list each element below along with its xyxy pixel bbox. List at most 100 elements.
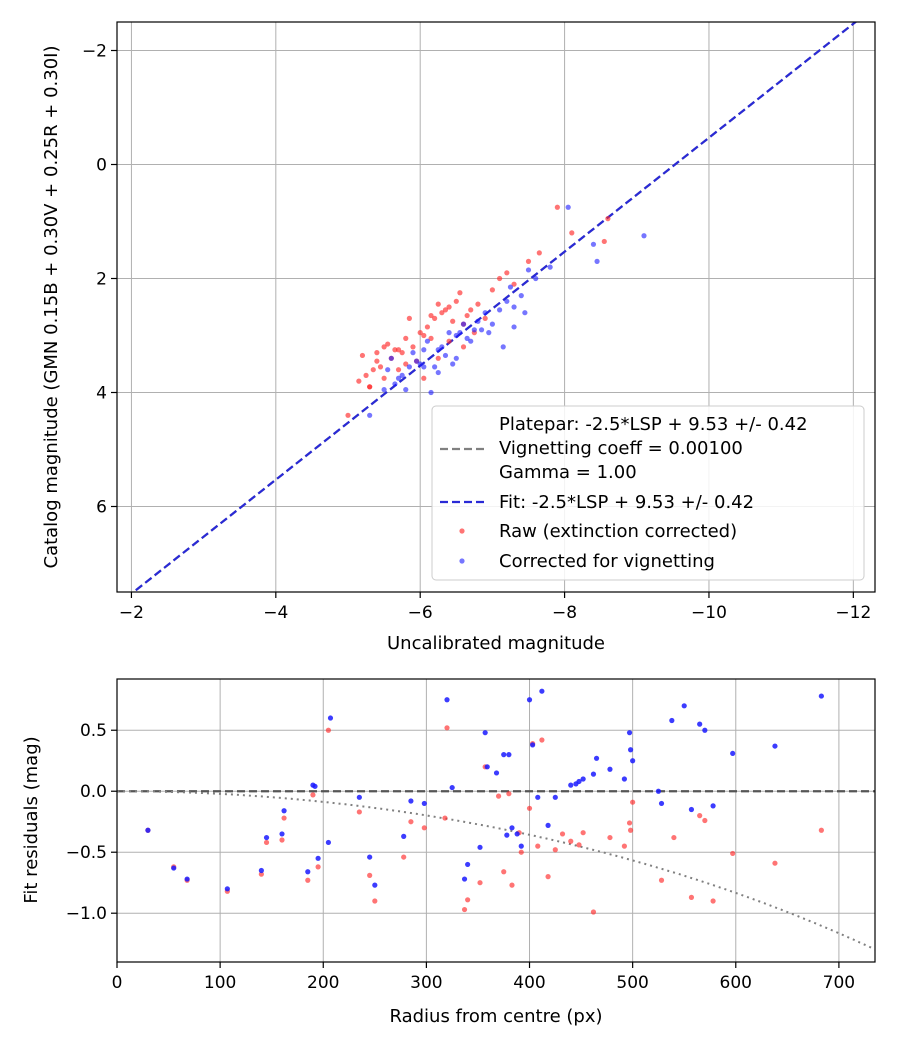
bottom-x-tick-label: 600 xyxy=(720,973,752,993)
top-point-corrected xyxy=(590,241,597,247)
bottom-point-raw xyxy=(627,827,634,833)
top-point-raw xyxy=(601,238,607,245)
top-point-corrected xyxy=(565,204,571,210)
bottom-point-corrected xyxy=(325,839,332,846)
bottom-point-corrected xyxy=(697,721,703,727)
bottom-point-corrected xyxy=(367,854,373,860)
bottom-point-corrected xyxy=(504,832,510,838)
bottom-point-corrected xyxy=(356,794,362,800)
bottom-point-corrected xyxy=(258,867,264,874)
top-point-corrected xyxy=(424,338,431,344)
top-point-corrected xyxy=(500,344,506,350)
bottom-point-raw xyxy=(281,815,287,821)
top-point-corrected xyxy=(497,307,503,313)
bottom-point-corrected xyxy=(545,822,551,828)
bottom-point-corrected xyxy=(688,806,695,813)
legend-corrected-marker xyxy=(459,558,465,564)
bottom-point-raw xyxy=(421,825,427,831)
top-x-axis-label: Uncalibrated magnitude xyxy=(387,633,605,654)
bottom-point-corrected xyxy=(772,743,778,749)
top-point-raw xyxy=(504,270,510,276)
bottom-point-corrected xyxy=(658,800,665,807)
bottom-point-corrected xyxy=(552,794,558,800)
bottom-point-raw xyxy=(621,843,627,849)
bottom-point-corrected xyxy=(444,697,450,703)
top-point-corrected xyxy=(486,330,492,336)
bottom-point-raw xyxy=(671,834,677,841)
top-point-corrected xyxy=(518,293,524,299)
bottom-point-corrected xyxy=(493,770,500,776)
top-point-corrected xyxy=(522,310,528,316)
bottom-point-raw xyxy=(495,793,502,799)
top-x-tick-label: −6 xyxy=(408,603,433,623)
top-point-corrected xyxy=(417,361,423,367)
top-point-raw xyxy=(435,301,441,307)
bottom-point-corrected xyxy=(315,855,321,861)
top-point-corrected xyxy=(395,375,402,381)
top-point-raw xyxy=(475,301,481,307)
top-y-tick-label: 6 xyxy=(96,498,107,518)
top-point-raw xyxy=(569,230,575,236)
top-point-raw xyxy=(406,315,412,321)
bottom-point-corrected xyxy=(576,778,582,785)
top-point-raw xyxy=(457,290,463,296)
bottom-point-raw xyxy=(367,872,373,878)
top-point-corrected xyxy=(464,335,470,341)
legend-raw-marker xyxy=(459,528,465,534)
top-point-raw xyxy=(450,318,456,324)
top-x-tick-label: −12 xyxy=(835,603,871,623)
bottom-point-raw xyxy=(702,817,708,824)
bottom-point-corrected xyxy=(818,693,824,699)
top-point-corrected xyxy=(511,304,517,310)
bottom-point-corrected xyxy=(568,782,574,788)
top-x-tick-label: −8 xyxy=(552,603,577,623)
top-point-raw xyxy=(403,361,409,367)
top-point-raw xyxy=(428,312,434,319)
bottom-point-raw xyxy=(590,909,597,915)
top-fit-lines xyxy=(131,22,858,592)
bottom-point-corrected xyxy=(305,869,311,875)
bottom-point-raw xyxy=(545,874,551,880)
top-point-raw xyxy=(385,341,391,347)
bottom-reference-lines xyxy=(117,790,876,951)
bottom-point-corrected xyxy=(465,861,471,868)
top-y-tick-label: 2 xyxy=(96,270,107,290)
bottom-point-corrected xyxy=(669,717,675,724)
fit-line xyxy=(131,22,858,592)
legend-platepar-line2: Vignetting coeff = 0.00100 xyxy=(499,438,743,459)
top-point-raw xyxy=(363,372,369,378)
bottom-point-raw xyxy=(408,819,414,825)
top-point-corrected xyxy=(428,389,434,396)
bottom-point-corrected xyxy=(372,882,378,888)
top-y-axis-label: Catalog magnitude (GMN 0.15B + 0.30V + 0… xyxy=(41,45,62,568)
top-point-raw xyxy=(464,312,470,319)
top-point-raw xyxy=(356,378,362,384)
top-point-corrected xyxy=(392,381,398,387)
bottom-point-raw xyxy=(539,737,545,743)
top-plot-frame xyxy=(116,21,876,593)
top-point-raw xyxy=(374,358,380,364)
bottom-point-raw xyxy=(576,842,582,848)
top-point-raw xyxy=(359,352,366,359)
top-point-corrected xyxy=(450,361,456,367)
bottom-y-tick-label: −1.0 xyxy=(66,904,107,924)
bottom-x-tick-label: 300 xyxy=(410,973,442,993)
bottom-point-corrected xyxy=(408,798,414,804)
top-point-raw xyxy=(370,367,376,373)
bottom-point-raw xyxy=(310,792,316,798)
top-point-corrected xyxy=(453,355,459,361)
top-x-tick-label: −10 xyxy=(691,603,727,623)
bottom-point-raw xyxy=(818,827,824,833)
bottom-point-raw xyxy=(465,897,471,903)
bottom-point-raw xyxy=(509,882,515,888)
top-point-raw xyxy=(554,204,560,210)
top-point-corrected xyxy=(594,258,600,264)
top-point-raw xyxy=(417,330,423,336)
bottom-point-corrected xyxy=(281,808,287,814)
top-point-corrected xyxy=(442,352,449,359)
bottom-point-raw xyxy=(444,725,450,731)
top-point-raw xyxy=(399,350,405,356)
bottom-point-corrected xyxy=(421,800,427,807)
bottom-plot-frame xyxy=(116,678,876,963)
top-point-corrected xyxy=(482,310,488,316)
